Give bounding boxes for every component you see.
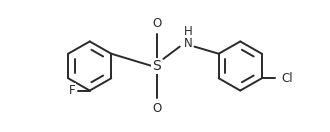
Text: F: F bbox=[68, 84, 75, 97]
Text: O: O bbox=[152, 17, 161, 30]
Text: H
N: H N bbox=[183, 25, 192, 50]
Text: S: S bbox=[152, 59, 161, 73]
Text: O: O bbox=[152, 102, 161, 115]
Text: Cl: Cl bbox=[281, 72, 293, 85]
